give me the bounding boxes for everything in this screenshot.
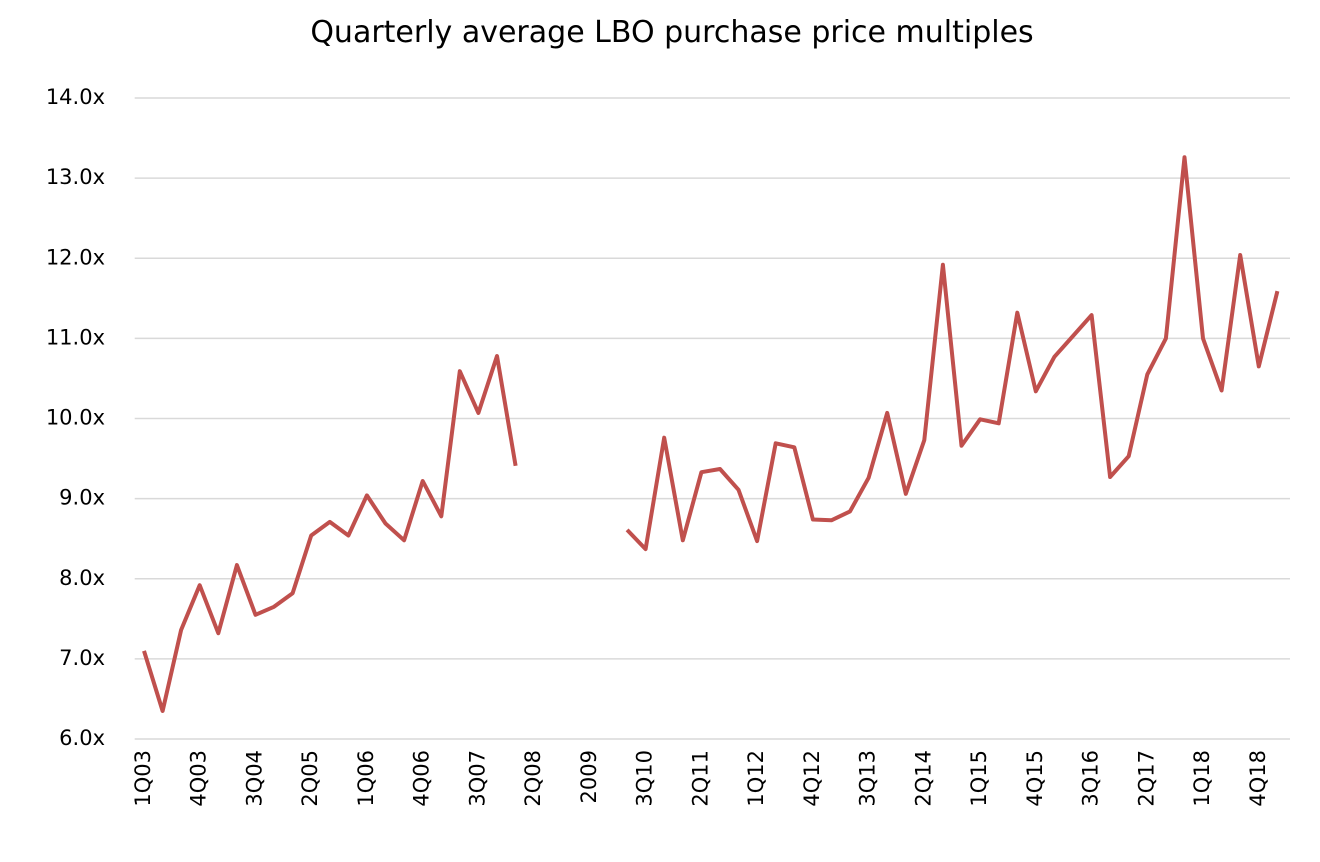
x-tick-label: 4Q15 [1023,750,1047,807]
x-tick-label: 4Q12 [800,750,824,807]
y-tick-label: 7.0x [59,646,105,670]
x-tick-label: 1Q18 [1190,750,1214,807]
chart-title: Quarterly average LBO purchase price mul… [310,15,1033,50]
x-tick-label: 2Q17 [1134,750,1158,807]
x-tick-label: 3Q13 [856,750,880,807]
y-tick-label: 10.0x [46,406,105,430]
x-tick-label: 4Q03 [187,750,211,807]
x-tick-label: 2Q05 [298,750,322,807]
y-tick-label: 11.0x [46,325,105,349]
x-tick-label: 4Q18 [1246,750,1270,807]
y-tick-label: 12.0x [46,245,105,269]
x-tick-label: 4Q06 [410,750,434,807]
x-tick-label: 1Q06 [354,750,378,807]
y-tick-label: 13.0x [46,165,105,189]
x-tick-label: 3Q16 [1079,750,1103,807]
x-tick-label: 2009 [577,750,601,803]
x-tick-label: 3Q07 [465,750,489,807]
x-tick-label: 2Q08 [521,750,545,807]
x-tick-label: 1Q03 [131,750,155,807]
y-tick-label: 9.0x [59,486,105,510]
x-tick-label: 1Q12 [744,750,768,807]
x-tick-label: 3Q04 [242,750,266,807]
y-tick-label: 14.0x [46,85,105,109]
x-tick-label: 2Q14 [911,750,935,807]
x-tick-label: 2Q11 [688,750,712,807]
y-tick-label: 8.0x [59,566,105,590]
y-tick-label: 6.0x [59,726,105,750]
x-tick-label: 1Q15 [967,750,991,807]
data-line [142,155,1280,713]
x-tick-label: 3Q10 [633,750,657,807]
